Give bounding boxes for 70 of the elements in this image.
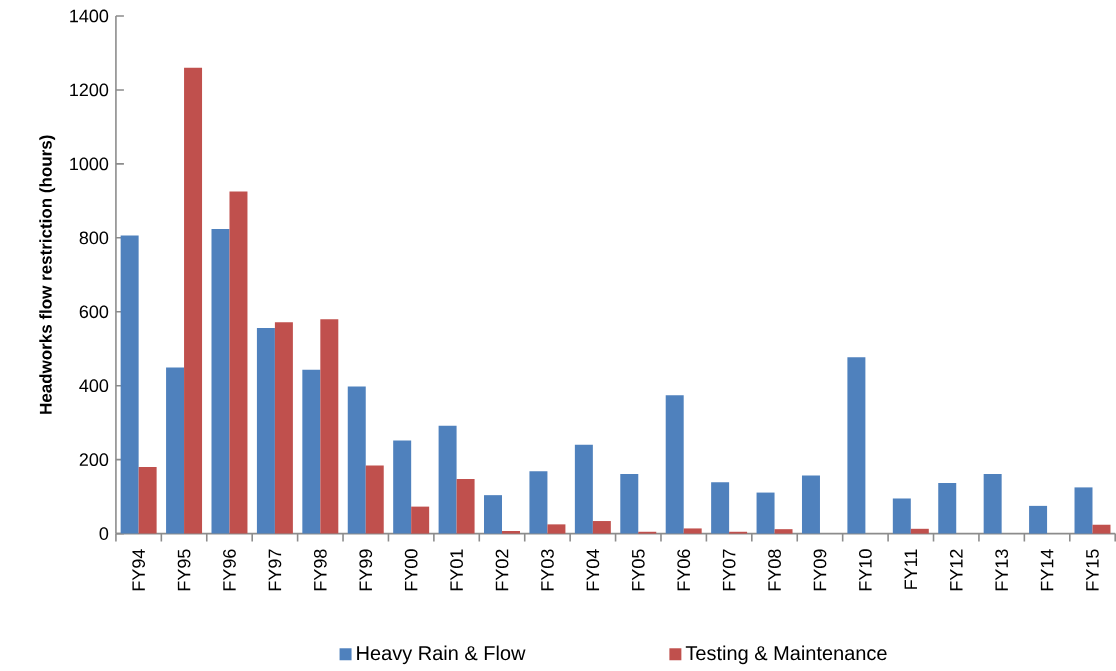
bar bbox=[711, 482, 730, 534]
bar bbox=[529, 471, 548, 534]
x-tick-label: FY94 bbox=[132, 549, 146, 591]
bar bbox=[184, 67, 203, 534]
bar bbox=[801, 475, 820, 534]
bar bbox=[756, 492, 775, 534]
bar bbox=[365, 465, 384, 534]
x-tick-label: FY10 bbox=[859, 549, 872, 591]
y-tick-label: 400 bbox=[79, 379, 109, 393]
x-tick-label: FY11 bbox=[904, 549, 917, 589]
x-tick-label: FY02 bbox=[495, 549, 509, 591]
x-tick-label: FY00 bbox=[404, 549, 418, 591]
bar bbox=[320, 319, 339, 534]
x-tick-label: FY06 bbox=[677, 549, 691, 591]
bar bbox=[665, 395, 684, 534]
y-tick-label: 600 bbox=[79, 305, 109, 319]
bar bbox=[138, 467, 157, 534]
y-tick-label: 1000 bbox=[70, 157, 109, 171]
x-tick-label: FY08 bbox=[768, 549, 781, 591]
bar bbox=[393, 440, 412, 534]
bar bbox=[229, 191, 248, 534]
bar bbox=[847, 357, 866, 534]
bar bbox=[1029, 505, 1048, 534]
legend-label: Heavy Rain & Flow bbox=[357, 645, 526, 665]
bar bbox=[892, 498, 911, 534]
bar bbox=[620, 474, 639, 534]
bar bbox=[166, 367, 185, 534]
bar bbox=[302, 369, 321, 534]
x-tick-label: FY15 bbox=[1086, 549, 1099, 591]
x-tick-label: FY09 bbox=[813, 549, 827, 591]
x-tick-label: FY14 bbox=[1040, 549, 1054, 591]
y-axis-title: Headworks flow restriction (hours) bbox=[39, 135, 56, 414]
bar bbox=[983, 474, 1002, 534]
bar bbox=[347, 386, 366, 534]
x-tick-label: FY07 bbox=[722, 549, 736, 591]
y-tick-label: 800 bbox=[79, 231, 109, 245]
bar bbox=[547, 524, 566, 534]
bar bbox=[1074, 487, 1093, 534]
bar bbox=[456, 478, 475, 534]
bar bbox=[774, 529, 793, 534]
bar bbox=[592, 521, 611, 534]
bar bbox=[683, 528, 702, 534]
legend-label: Testing & Maintenance bbox=[685, 645, 887, 665]
y-tick-label: 1400 bbox=[70, 9, 109, 23]
x-tick-label: FY05 bbox=[631, 549, 645, 591]
y-tick-label: 0 bbox=[99, 527, 109, 540]
bar bbox=[438, 425, 457, 534]
x-tick-label: FY12 bbox=[949, 549, 963, 591]
x-tick-label: FY98 bbox=[313, 549, 327, 591]
x-tick-label: FY04 bbox=[586, 549, 600, 591]
bar bbox=[938, 482, 957, 534]
x-tick-label: FY01 bbox=[450, 549, 463, 591]
bar bbox=[1092, 524, 1111, 534]
x-tick-label: FY97 bbox=[268, 549, 282, 591]
x-tick-label: FY99 bbox=[359, 549, 373, 591]
x-tick-label: FY95 bbox=[177, 549, 191, 591]
bar bbox=[256, 328, 275, 534]
bar bbox=[910, 528, 929, 534]
bar bbox=[502, 531, 520, 534]
x-tick-label: FY13 bbox=[995, 549, 1009, 591]
y-tick-label: 1200 bbox=[70, 83, 109, 97]
y-tick-label: 200 bbox=[79, 453, 109, 467]
x-tick-label: FY03 bbox=[541, 549, 554, 591]
bar bbox=[120, 235, 139, 534]
x-tick-label: FY96 bbox=[223, 549, 236, 591]
bar bbox=[211, 228, 230, 534]
bar bbox=[574, 444, 593, 534]
bar bbox=[274, 322, 293, 534]
bar bbox=[411, 506, 430, 534]
bar bbox=[484, 495, 503, 534]
